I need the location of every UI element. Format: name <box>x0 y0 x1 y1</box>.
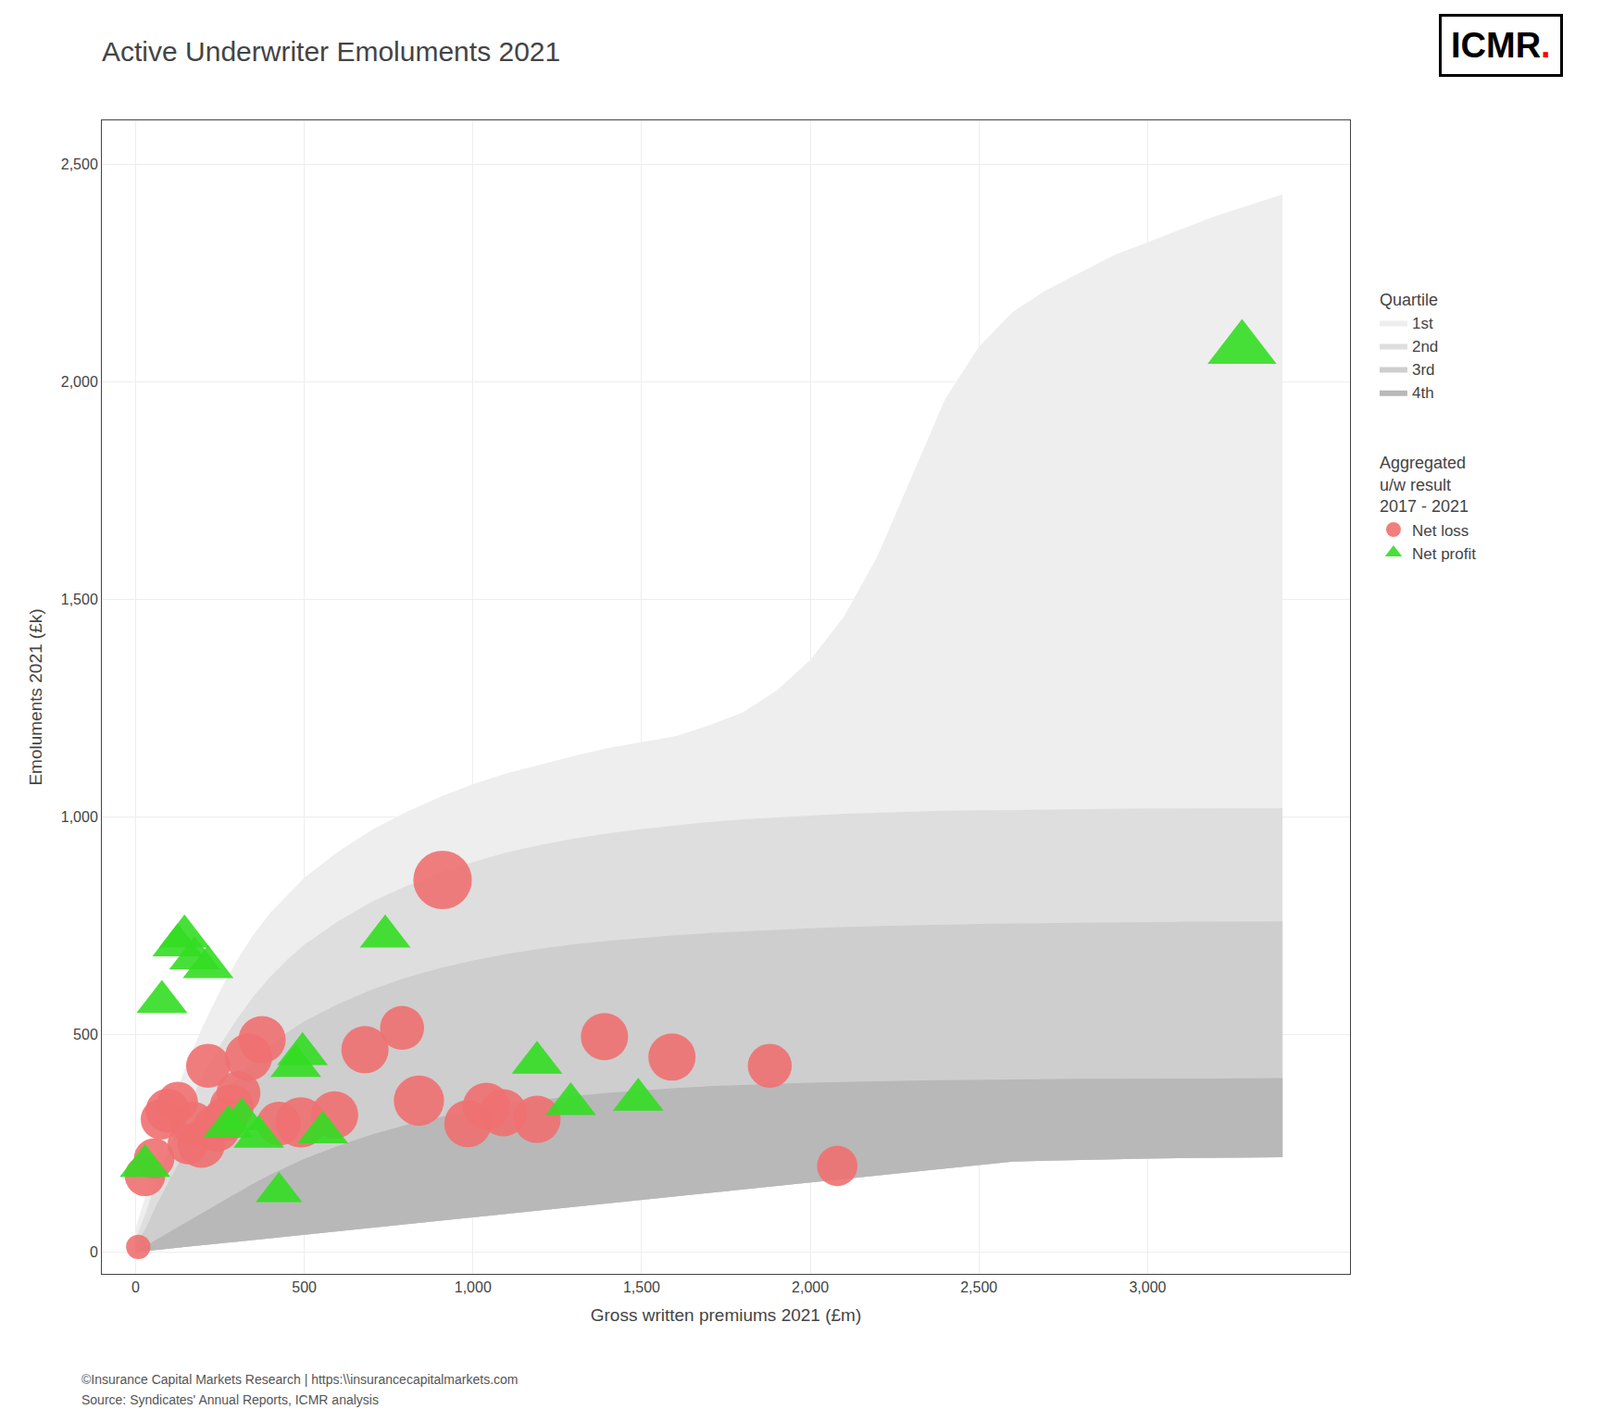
svg-text:3rd: 3rd <box>1412 361 1436 379</box>
svg-text:2,000: 2,000 <box>61 374 99 390</box>
svg-text:1,500: 1,500 <box>623 1279 661 1296</box>
svg-text:2nd: 2nd <box>1412 337 1438 356</box>
svg-text:Quartile: Quartile <box>1379 290 1438 310</box>
svg-text:Emoluments 2021 (£k): Emoluments 2021 (£k) <box>25 608 46 786</box>
svg-text:Source: Syndicates' Annual Rep: Source: Syndicates' Annual Reports, ICMR… <box>81 1392 379 1408</box>
svg-text:Gross written premiums 2021 (£: Gross written premiums 2021 (£m) <box>590 1305 862 1325</box>
svg-text:Net profit: Net profit <box>1412 545 1476 563</box>
svg-text:2,500: 2,500 <box>61 156 99 173</box>
svg-text:Aggregatedu/w result2017 - 202: Aggregatedu/w result2017 - 2021 <box>1379 453 1469 516</box>
svg-text:0: 0 <box>89 1244 99 1261</box>
svg-text:1,500: 1,500 <box>61 591 99 608</box>
svg-text:0: 0 <box>131 1279 140 1296</box>
svg-text:Active Underwriter Emoluments: Active Underwriter Emoluments 2021 <box>101 36 561 67</box>
svg-text:3,000: 3,000 <box>1128 1279 1166 1296</box>
svg-text:ICMR.: ICMR. <box>1450 25 1551 65</box>
svg-text:2,500: 2,500 <box>960 1279 998 1296</box>
svg-text:Net loss: Net loss <box>1412 522 1469 540</box>
svg-text:2,000: 2,000 <box>791 1279 829 1296</box>
svg-text:500: 500 <box>291 1279 317 1296</box>
svg-text:500: 500 <box>73 1026 99 1043</box>
svg-text:©Insurance Capital Markets Res: ©Insurance Capital Markets Research | ht… <box>81 1372 518 1388</box>
svg-text:1,000: 1,000 <box>454 1279 492 1296</box>
svg-text:1st: 1st <box>1412 314 1434 333</box>
svg-text:1,000: 1,000 <box>61 809 99 825</box>
svg-text:4th: 4th <box>1412 384 1435 402</box>
